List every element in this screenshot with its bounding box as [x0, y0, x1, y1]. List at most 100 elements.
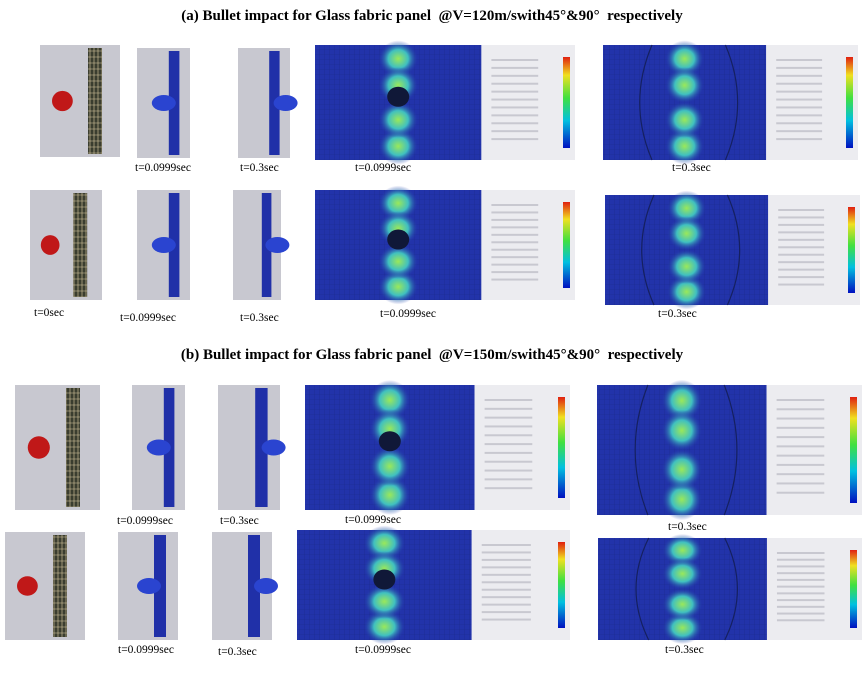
time-label: t=0.0999sec: [118, 644, 174, 656]
legend-entry: [491, 204, 538, 206]
impact-hole: [373, 570, 395, 590]
time-label: t=0.0999sec: [380, 308, 436, 320]
legend-entry: [491, 234, 538, 236]
legend-entry: [777, 579, 825, 581]
legend-entry: [777, 599, 825, 601]
stress-zone: [667, 249, 706, 284]
legend-entry: [777, 482, 825, 484]
legend-entry: [482, 544, 531, 546]
stress-zone: [378, 101, 418, 138]
legend-entry: [777, 418, 825, 420]
time-label: t=0.0999sec: [120, 312, 176, 324]
bullet: [28, 436, 50, 459]
legend-entry: [777, 464, 825, 466]
legend-entry: [776, 122, 822, 124]
legend-entry: [778, 269, 824, 271]
bullet: [265, 237, 289, 253]
time-label: t=0.0999sec: [355, 162, 411, 174]
color-bar: [558, 542, 565, 628]
bullet: [137, 578, 161, 594]
color-bar: [850, 550, 857, 628]
legend-entry: [485, 399, 533, 401]
fabric-panel: [88, 48, 102, 154]
stress-zone: [662, 557, 703, 590]
legend-entry: [491, 106, 538, 108]
legend-entry: [776, 114, 822, 116]
legend-entry: [777, 455, 825, 457]
legend-entry: [778, 254, 824, 256]
legend-entry: [778, 231, 824, 233]
fabric-panel: [53, 535, 67, 637]
legend-entry: [777, 613, 825, 615]
legend-entry: [778, 276, 824, 278]
legend-entry: [491, 59, 538, 61]
legend-entry: [485, 452, 533, 454]
impact-hole: [387, 87, 409, 107]
legend-entry: [482, 581, 531, 583]
legend-entry: [778, 216, 824, 218]
legend-entry: [491, 67, 538, 69]
legend-entry: [778, 224, 824, 226]
color-bar: [846, 57, 853, 148]
fabric-panel: [66, 388, 80, 507]
legend-entry: [777, 606, 825, 608]
legend-entry: [491, 138, 538, 140]
legend-entry: [777, 492, 825, 494]
legend-entry: [777, 592, 825, 594]
legend-entry: [778, 239, 824, 241]
legend-entry: [777, 445, 825, 447]
legend-entry: [777, 552, 825, 554]
legend-entry: [491, 99, 538, 101]
legend-entry: [777, 399, 825, 401]
legend-entry: [491, 114, 538, 116]
legend-entry: [491, 241, 538, 243]
time-label: t=0.0999sec: [117, 515, 173, 527]
bullet: [52, 91, 73, 111]
legend-entry: [777, 436, 825, 438]
impact-hole: [379, 431, 401, 451]
legend-entry: [491, 279, 538, 281]
legend-entry: [482, 574, 531, 576]
legend-entry: [776, 130, 822, 132]
legend-entry: [777, 408, 825, 410]
legend-entry: [485, 425, 533, 427]
legend-entry: [482, 589, 531, 591]
legend-entry: [485, 487, 533, 489]
legend-entry: [482, 596, 531, 598]
legend-entry: [491, 256, 538, 258]
legend-entry: [482, 604, 531, 606]
fabric-panel: [73, 193, 87, 297]
legend-entry: [482, 566, 531, 568]
legend-entry: [485, 470, 533, 472]
color-bar: [563, 202, 570, 288]
time-label: t=0.0999sec: [345, 514, 401, 526]
legend-entry: [777, 572, 825, 574]
time-label: t=0.3sec: [218, 646, 257, 658]
legend-entry: [777, 427, 825, 429]
legend-entry: [778, 246, 824, 248]
legend-entry: [485, 434, 533, 436]
legend-entry: [485, 417, 533, 419]
impact-hole: [387, 230, 409, 250]
bullet: [41, 235, 60, 255]
legend-entry: [491, 249, 538, 251]
sim-frame: [40, 45, 120, 157]
stress-zone: [661, 449, 702, 491]
legend-entry: [482, 619, 531, 621]
bullet: [262, 440, 286, 456]
bullet: [147, 440, 171, 456]
legend-entry: [482, 611, 531, 613]
figure-art: [0, 0, 864, 682]
color-bar: [848, 207, 855, 293]
legend-entry: [491, 226, 538, 228]
time-label: t=0.3sec: [240, 162, 279, 174]
legend-area: [767, 385, 862, 515]
legend-area: [472, 530, 570, 640]
time-label: t=0.3sec: [665, 644, 704, 656]
stress-zone: [667, 216, 706, 251]
legend-entry: [776, 106, 822, 108]
legend-entry: [491, 264, 538, 266]
legend-entry: [776, 59, 822, 61]
legend-entry: [776, 67, 822, 69]
legend-entry: [491, 75, 538, 77]
